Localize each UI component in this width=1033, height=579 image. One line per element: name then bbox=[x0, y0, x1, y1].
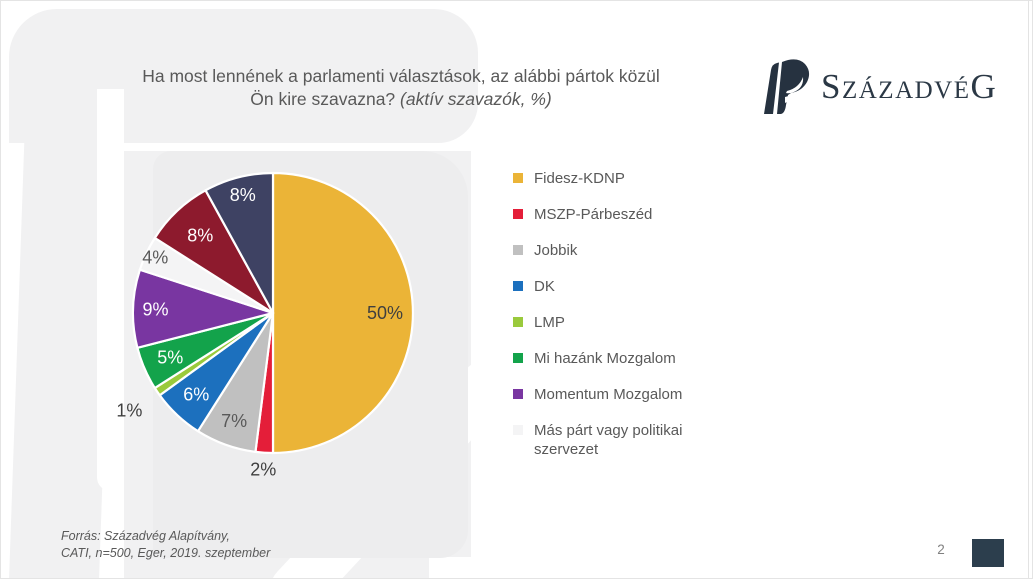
pie-slice-label: 8% bbox=[230, 185, 256, 205]
source-line-1: Forrás: Századvég Alapítvány, bbox=[61, 529, 230, 543]
legend-label: Jobbik bbox=[534, 242, 578, 259]
legend-swatch bbox=[513, 173, 523, 183]
pie-slice-label: 9% bbox=[142, 299, 168, 319]
pie-slice-label: 5% bbox=[157, 348, 183, 368]
legend-swatch bbox=[513, 281, 523, 291]
legend-label: Momentum Mozgalom bbox=[534, 386, 683, 403]
szazadveg-mark-icon bbox=[764, 59, 810, 114]
legend-item: Más párt vagy politikai szervezet bbox=[513, 421, 723, 459]
legend-item: DK bbox=[513, 277, 723, 296]
szazadveg-logo: SZÁZADVÉG bbox=[761, 57, 997, 115]
legend-item: Mi hazánk Mozgalom bbox=[513, 349, 723, 368]
legend-label: Más párt vagy politikai szervezet bbox=[534, 422, 683, 458]
legend-swatch bbox=[513, 389, 523, 399]
pie-slice-label: 8% bbox=[187, 225, 213, 245]
title-line-1: Ha most lennének a parlamenti választáso… bbox=[142, 66, 660, 86]
title-note: (aktív szavazók, %) bbox=[400, 89, 552, 109]
legend-swatch bbox=[513, 209, 523, 219]
pie-slice-label: 2% bbox=[250, 460, 276, 480]
pie-chart: 50% 2% 7% 6% 1% 5% 9% 4% 8% 8% bbox=[116, 171, 415, 480]
szazadveg-logo-text: SZÁZADVÉG bbox=[821, 66, 998, 106]
title-line-2: Ön kire szavazna? (aktív szavazók, %) bbox=[250, 89, 552, 109]
pie-slice-label: 4% bbox=[142, 248, 168, 268]
legend-label: LMP bbox=[534, 314, 565, 331]
legend-item: Momentum Mozgalom bbox=[513, 385, 723, 404]
pie-slice-label: 6% bbox=[183, 385, 209, 405]
background-gap-strip bbox=[97, 89, 124, 491]
page-number: 2 bbox=[937, 542, 945, 557]
source-line-2: CATI, n=500, Eger, 2019. szeptember bbox=[61, 546, 271, 560]
page-title: Ha most lennének a parlamenti választáso… bbox=[61, 65, 741, 111]
pie-slice-label: 1% bbox=[116, 401, 142, 421]
legend-label: Fidesz-KDNP bbox=[534, 170, 625, 187]
slide-right-edge bbox=[1028, 1, 1029, 578]
legend-item: LMP bbox=[513, 313, 723, 332]
legend: Fidesz-KDNP MSZP-Párbeszéd Jobbik DK LMP Mi h… bbox=[513, 169, 723, 476]
pie-slice bbox=[271, 171, 415, 455]
legend-swatch bbox=[513, 245, 523, 255]
legend-swatch bbox=[513, 317, 523, 327]
pie-slice-label: 7% bbox=[221, 411, 247, 431]
legend-label: DK bbox=[534, 278, 555, 295]
legend-item: Jobbik bbox=[513, 241, 723, 260]
legend-swatch bbox=[513, 425, 523, 435]
legend-item: MSZP-Párbeszéd bbox=[513, 205, 723, 224]
legend-label: Mi hazánk Mozgalom bbox=[534, 350, 676, 367]
pie-slice-label: 50% bbox=[367, 303, 403, 323]
legend-swatch bbox=[513, 353, 523, 363]
source-note: Forrás: Századvég Alapítvány, CATI, n=50… bbox=[61, 528, 270, 562]
corner-accent-square bbox=[972, 539, 1004, 567]
pie-slice bbox=[131, 268, 275, 349]
background-gap-corner bbox=[429, 557, 473, 578]
pie-slice bbox=[204, 171, 275, 315]
legend-item: Fidesz-KDNP bbox=[513, 169, 723, 188]
legend-label: MSZP-Párbeszéd bbox=[534, 206, 653, 223]
